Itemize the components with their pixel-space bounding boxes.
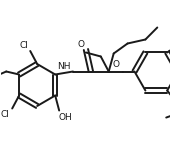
Text: OH: OH xyxy=(58,113,72,122)
Text: O: O xyxy=(78,40,84,49)
Text: O: O xyxy=(112,60,119,69)
Text: Cl: Cl xyxy=(1,110,10,119)
Text: NH: NH xyxy=(57,62,71,71)
Text: Cl: Cl xyxy=(20,41,29,49)
